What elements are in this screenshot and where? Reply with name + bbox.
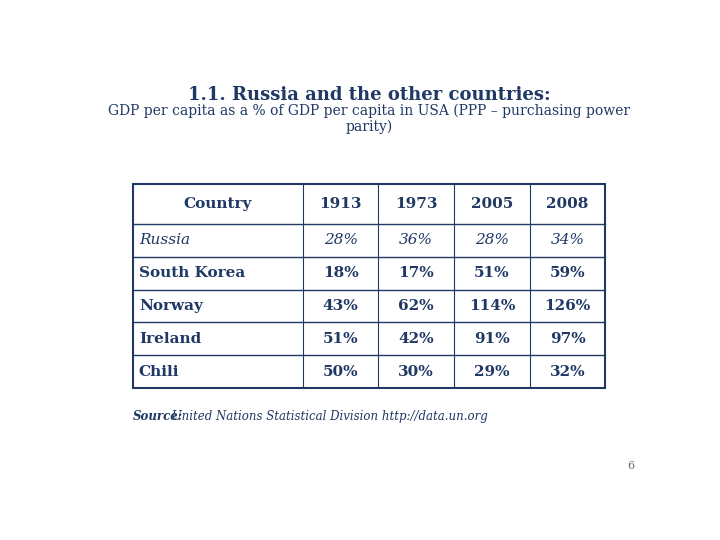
Text: 51%: 51% [474, 266, 510, 280]
Text: 28%: 28% [475, 233, 509, 247]
Text: 51%: 51% [323, 332, 359, 346]
Text: Russia: Russia [139, 233, 190, 247]
Text: 32%: 32% [550, 365, 585, 379]
Text: Country: Country [184, 197, 252, 211]
Text: 42%: 42% [398, 332, 434, 346]
Text: 1913: 1913 [320, 197, 362, 211]
Text: 17%: 17% [398, 266, 434, 280]
Text: South Korea: South Korea [139, 266, 245, 280]
Text: Ireland: Ireland [139, 332, 201, 346]
Text: 29%: 29% [474, 365, 510, 379]
Text: 62%: 62% [398, 299, 434, 313]
Text: 59%: 59% [550, 266, 585, 280]
Text: 34%: 34% [551, 233, 585, 247]
Text: 36%: 36% [400, 233, 433, 247]
Text: 91%: 91% [474, 332, 510, 346]
Text: 97%: 97% [549, 332, 585, 346]
Text: Norway: Norway [139, 299, 203, 313]
Text: 18%: 18% [323, 266, 359, 280]
Text: United Nations Statistical Division http://data.un.org: United Nations Statistical Division http… [168, 410, 488, 423]
Text: 126%: 126% [544, 299, 590, 313]
Text: Source:: Source: [132, 410, 183, 423]
Bar [132, 184, 606, 388]
Text: Chili: Chili [139, 365, 179, 379]
Text: 1973: 1973 [395, 197, 438, 211]
Text: GDP per capita as a % of GDP per capita in USA (PPP – purchasing power
parity): GDP per capita as a % of GDP per capita … [108, 103, 630, 134]
Text: 2008: 2008 [546, 197, 589, 211]
Text: 43%: 43% [323, 299, 359, 313]
Text: 28%: 28% [323, 233, 358, 247]
Text: 114%: 114% [469, 299, 515, 313]
Text: 6: 6 [627, 461, 634, 471]
Text: 50%: 50% [323, 365, 359, 379]
Text: 2005: 2005 [471, 197, 513, 211]
Text: 30%: 30% [398, 365, 434, 379]
Text: 1.1. Russia and the other countries:: 1.1. Russia and the other countries: [188, 86, 550, 104]
